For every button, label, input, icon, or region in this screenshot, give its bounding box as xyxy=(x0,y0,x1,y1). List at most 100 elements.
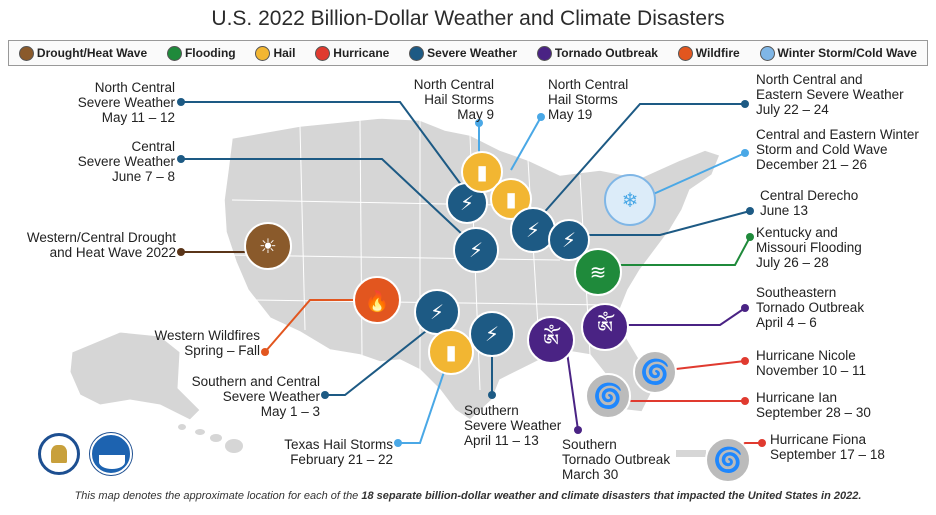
svg-text:≋: ≋ xyxy=(590,260,607,284)
legend-item-drought: Drought/Heat Wave xyxy=(18,45,148,61)
hurricane-glyphs: 🌀 🌀 🌀 xyxy=(593,357,743,474)
svg-text:⚡: ⚡ xyxy=(562,228,576,252)
label-western-wildfires: Western Wildfires Spring – Fall xyxy=(120,328,260,358)
doc-seal-logo xyxy=(38,433,80,475)
event-name: Western/Central Drought and Heat Wave 20… xyxy=(26,230,176,260)
svg-text:☀: ☀ xyxy=(259,234,277,258)
leader-lines xyxy=(181,101,762,461)
hail-icon xyxy=(490,178,532,220)
event-name: Central and Eastern Winter Storm and Col… xyxy=(756,127,919,157)
footer-text: This map denotes the approximate locatio… xyxy=(74,490,362,502)
hail-icon xyxy=(255,45,271,61)
svg-text:⚡: ⚡ xyxy=(485,322,499,346)
svg-text:⚡: ⚡ xyxy=(526,218,540,242)
event-date: September 28 – 30 xyxy=(756,405,871,420)
hurricane-icon xyxy=(705,437,751,483)
legend-item-hurricane: Hurricane xyxy=(315,45,389,61)
event-name: North Central and Eastern Severe Weather xyxy=(756,72,904,102)
svg-text:▮: ▮ xyxy=(476,160,487,184)
legend-label: Drought/Heat Wave xyxy=(36,46,148,60)
event-date: May 11 – 12 xyxy=(101,110,175,125)
label-north-central-eastern-severe-weather: North Central and Eastern Severe Weather… xyxy=(756,72,931,117)
legend-label: Winter Storm/Cold Wave xyxy=(777,46,917,60)
svg-text:ༀ: ༀ xyxy=(597,311,615,340)
event-name: Southern Tornado Outbreak xyxy=(562,437,671,467)
puerto-rico-shape xyxy=(676,450,706,457)
legend-item-tornado: Tornado Outbreak xyxy=(536,45,658,61)
severe-weather-icon xyxy=(548,219,590,261)
svg-text:ༀ: ༀ xyxy=(543,324,561,353)
label-north-central-severe-weather: North Central Severe Weather May 11 – 12 xyxy=(40,80,175,125)
event-name: Southeastern Tornado Outbreak xyxy=(756,285,865,315)
svg-text:🌀: 🌀 xyxy=(593,381,623,410)
map-title: U.S. 2022 Billion-Dollar Weather and Cli… xyxy=(211,7,725,30)
label-winter-storm-cold-wave: Central and Eastern Winter Storm and Col… xyxy=(756,127,934,172)
disaster-markers xyxy=(244,151,751,483)
severe-weather-icon xyxy=(453,227,499,273)
severe-weather-icon xyxy=(469,311,515,357)
svg-text:🔥: 🔥 xyxy=(365,289,390,313)
noaa-logo xyxy=(90,433,132,475)
hurricane-icon xyxy=(633,350,677,394)
svg-text:🌀: 🌀 xyxy=(713,445,743,474)
event-name: North Central Hail Storms xyxy=(548,77,629,107)
label-texas-hail-storms: Texas Hail Storms February 21 – 22 xyxy=(250,437,393,467)
event-name: Southern Severe Weather xyxy=(464,403,562,433)
drought-icon xyxy=(244,222,292,270)
svg-text:▮: ▮ xyxy=(445,340,456,364)
svg-text:⚡: ⚡ xyxy=(430,300,444,324)
marker-glyphs: ☀ 🔥 ⚡ ⚡ ⚡ ⚡ ⚡ ⚡ ▮ ▮ ▮ ❄ ≋ ༀ ༀ xyxy=(259,160,638,364)
event-date: July 26 – 28 xyxy=(756,255,829,270)
svg-text:❄: ❄ xyxy=(622,188,639,212)
legend-label: Severe Weather xyxy=(427,46,517,60)
label-hurricane-ian: Hurricane Ian September 28 – 30 xyxy=(756,390,916,420)
legend-item-severe-weather: Severe Weather xyxy=(409,45,517,61)
legend: Drought/Heat Wave Flooding Hail Hurrican… xyxy=(8,40,928,66)
legend-item-flooding: Flooding xyxy=(166,45,236,61)
event-name: Hurricane Nicole xyxy=(756,348,856,363)
legend-item-wildfire: Wildfire xyxy=(677,45,740,61)
footer-note: This map denotes the approximate locatio… xyxy=(0,490,936,502)
event-name: Southern and Central Severe Weather xyxy=(191,374,320,404)
label-southern-tornado-outbreak: Southern Tornado Outbreak March 30 xyxy=(562,437,692,482)
gull-icon xyxy=(99,455,125,469)
winter-storm-icon xyxy=(759,45,775,61)
legend-label: Tornado Outbreak xyxy=(554,46,658,60)
legend-label: Flooding xyxy=(184,46,236,60)
tornado-icon xyxy=(527,316,575,364)
footer-emphasis: 18 separate billion-dollar weather and c… xyxy=(361,490,862,502)
event-name: Western Wildfires xyxy=(154,328,260,343)
winter-storm-icon xyxy=(604,174,656,226)
hurricane-icon xyxy=(585,373,631,419)
label-central-derecho: Central Derecho June 13 xyxy=(760,188,920,218)
event-name: North Central Severe Weather xyxy=(77,80,175,110)
flooding-icon xyxy=(574,248,622,296)
event-date: March 30 xyxy=(562,467,619,482)
event-date: July 22 – 24 xyxy=(756,102,829,117)
event-date: September 17 – 18 xyxy=(770,447,885,462)
svg-text:⚡: ⚡ xyxy=(469,238,483,262)
label-north-central-hail-may9: North Central Hail Storms May 9 xyxy=(390,77,494,122)
event-name: Kentucky and Missouri Flooding xyxy=(756,225,862,255)
label-kentucky-missouri-flooding: Kentucky and Missouri Flooding July 26 –… xyxy=(756,225,916,270)
event-date: Spring – Fall xyxy=(184,343,260,358)
flooding-icon xyxy=(166,45,182,61)
legend-item-hail: Hail xyxy=(255,45,296,61)
event-name: Central Derecho xyxy=(760,188,859,203)
svg-text:⚡: ⚡ xyxy=(460,191,474,215)
event-name: North Central Hail Storms xyxy=(413,77,494,107)
event-date: April 11 – 13 xyxy=(464,433,539,448)
label-southern-severe-weather: Southern Severe Weather April 11 – 13 xyxy=(464,403,584,448)
event-date: December 21 – 26 xyxy=(756,157,868,172)
event-date: May 9 xyxy=(457,107,494,122)
label-north-central-hail-may19: North Central Hail Storms May 19 xyxy=(548,77,652,122)
event-date: February 21 – 22 xyxy=(290,452,393,467)
event-date: June 13 xyxy=(760,203,809,218)
legend-label: Hail xyxy=(273,46,296,60)
event-date: May 1 – 3 xyxy=(260,404,320,419)
drought-icon xyxy=(18,45,34,61)
svg-text:▮: ▮ xyxy=(505,187,516,211)
event-name: Central Severe Weather xyxy=(77,139,175,169)
alaska-shape xyxy=(69,331,201,421)
